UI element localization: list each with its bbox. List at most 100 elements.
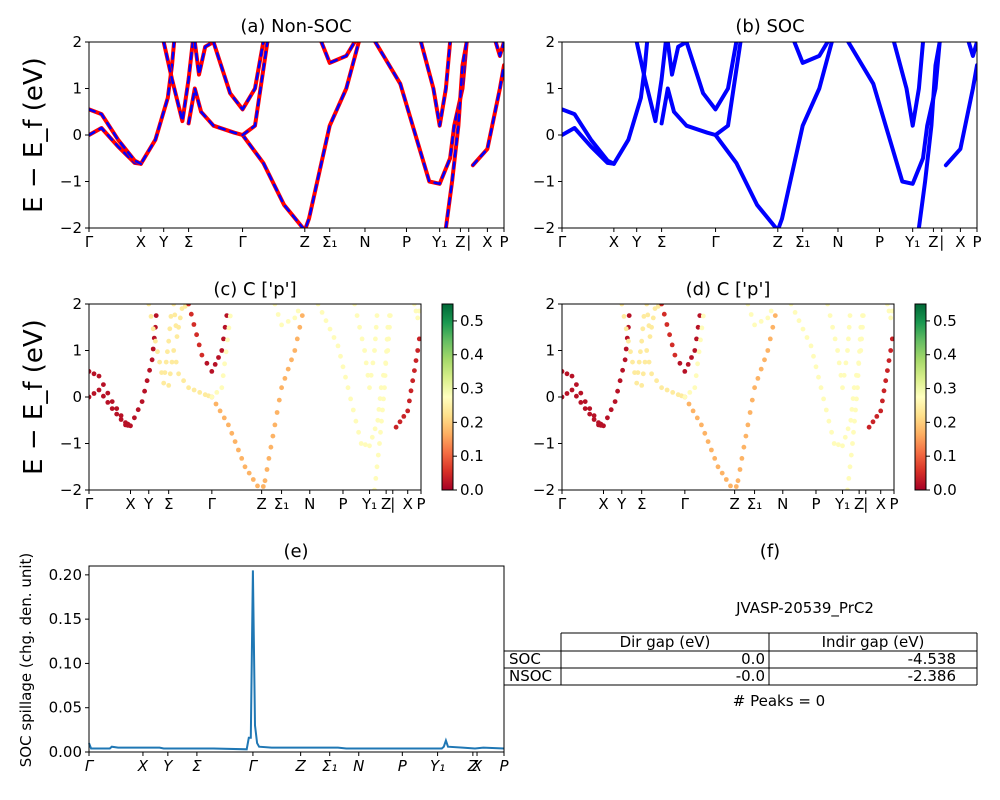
scatter-point (331, 335, 337, 340)
scatter-point (153, 338, 158, 344)
scatter-point (167, 326, 173, 332)
table-cell-indir: -2.386 (908, 667, 956, 685)
scatter-point (285, 366, 291, 372)
x-tick-label: Σ (657, 233, 666, 251)
scatter-point (232, 439, 238, 444)
scatter-point (846, 336, 851, 342)
scatter-point (415, 348, 421, 353)
x-tick-label: P (416, 495, 425, 513)
scatter-point (401, 414, 407, 419)
colorbar-d-ticks: 0.0 0.1 0.2 0.3 0.4 0.5 (926, 312, 957, 499)
x-tick-label: Σ₁ (274, 495, 290, 513)
scatter-point (692, 348, 698, 353)
scatter-point (856, 361, 862, 366)
y-tick-label: −1 (533, 435, 555, 453)
scatter-point (719, 470, 725, 476)
x-tick-label: Y₁ (904, 233, 920, 251)
scatter-point (171, 304, 177, 307)
scatter-point (114, 406, 120, 411)
scatter-point (765, 348, 771, 353)
scatter-point (370, 360, 376, 366)
x-tick-label: | (390, 495, 395, 513)
scatter-point (387, 313, 392, 318)
x-tick-label: | (466, 233, 471, 251)
scatter-point (373, 324, 379, 330)
band-line (162, 42, 195, 123)
scatter-point (634, 380, 640, 386)
scatter-point (598, 421, 604, 427)
scatter-point (889, 308, 894, 314)
scatter-point (289, 357, 294, 363)
scatter-point (373, 336, 378, 342)
scatter-point (372, 487, 377, 490)
scatter-point (186, 304, 191, 307)
scatter-point (670, 390, 676, 395)
x-tick-label: Y₁ (834, 495, 850, 513)
scatter-point (299, 313, 305, 318)
scatter-point (765, 315, 771, 321)
scatter-point (695, 361, 700, 367)
scatter-point (352, 304, 357, 307)
scatter-point (348, 396, 353, 402)
scatter-point (630, 359, 635, 365)
scatter-point (415, 315, 421, 321)
scatter-point (694, 336, 699, 342)
scatter-point (857, 336, 863, 342)
scatter-point (153, 313, 159, 318)
scatter-point (888, 315, 894, 321)
y-tick-label: 0 (72, 388, 82, 406)
y-tick-label: 0.10 (49, 654, 82, 672)
x-tick-label: P (811, 495, 820, 513)
scatter-point (709, 447, 714, 453)
colorbar-d (914, 303, 927, 491)
colorbar-tick-label: 0.0 (933, 481, 957, 499)
panel-e-title: (e) (283, 541, 308, 562)
scatter-point (340, 364, 346, 370)
scatter-point (146, 304, 152, 307)
x-tick-label: Y₁ (361, 495, 377, 513)
scatter-point (173, 359, 179, 365)
scatter-point (687, 390, 693, 395)
scatter-point (752, 322, 757, 328)
scatter-point (345, 385, 351, 391)
panel-e-ylabel: SOC spillage (chg. den. unit) (17, 553, 35, 768)
scatter-point (297, 324, 303, 330)
scatter-point (194, 332, 200, 338)
scatter-point (659, 304, 664, 307)
scatter-point (294, 336, 300, 342)
scatter-points (562, 304, 894, 490)
colorbar-c-ticks: 0.0 0.1 0.2 0.3 0.4 0.5 (453, 312, 484, 499)
plot-frame (88, 565, 505, 753)
x-tick-label: Γ (558, 495, 567, 513)
y-tick-label: 0 (545, 126, 555, 144)
scatter-point (755, 376, 761, 381)
scatter-point (214, 390, 220, 395)
scatter-point (574, 393, 579, 399)
scatter-point (852, 418, 857, 424)
scatter-point (327, 326, 333, 332)
colorbar-c (441, 303, 454, 491)
scatter-point (382, 385, 387, 391)
scatter-point (412, 368, 417, 373)
scatter-point (823, 407, 829, 413)
colorbar-tick-label: 0.5 (460, 312, 484, 330)
scatter-point (697, 313, 703, 318)
scatter-point (694, 415, 700, 421)
scatter-point (620, 367, 625, 373)
band-line (684, 42, 739, 112)
scatter-point (335, 343, 341, 349)
scatter-point (172, 312, 178, 318)
scatter-point (562, 394, 565, 400)
scatter-point (626, 338, 631, 344)
scatter-point (373, 476, 379, 481)
scatter-point (832, 336, 838, 342)
x-tick-label: Y₁ (430, 757, 445, 775)
scatter-point (226, 422, 231, 428)
scatter-point (367, 443, 372, 449)
scatter-point (728, 483, 733, 489)
scatter-point (132, 415, 137, 421)
scatter-point (748, 312, 754, 317)
scatter-point (375, 452, 381, 458)
scatter-point (857, 349, 862, 354)
